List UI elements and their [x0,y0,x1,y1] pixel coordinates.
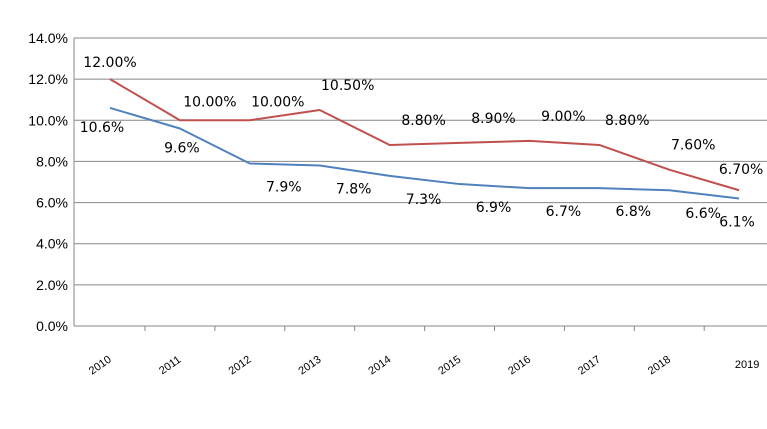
data-label: 6.7% [546,204,582,220]
data-label: 10.00% [251,94,304,110]
data-label: 8.80% [401,113,445,129]
series-line [109,106,740,200]
y-tick-label: 10.0% [28,112,68,128]
y-tick-label: 0.0% [36,318,68,334]
data-label: 10.50% [321,78,374,94]
data-label: 6.6% [685,206,721,222]
data-label: 6.70% [719,162,763,178]
x-tick-labels: 2010 2011 2012 2013 2014 2015 2016 2017 2018 2019 [87,354,760,378]
data-label: 6.8% [616,204,652,220]
data-labels: 12.00% 10.00% 10.00% 10.50% 8.80% 8.90% 9.00% 8… [80,55,764,230]
data-label: 7.8% [336,182,372,198]
y-tick-label: 6.0% [36,195,68,211]
y-tick-label: 14.0% [28,30,68,46]
y-tick-label: 4.0% [36,236,68,252]
series-lines [109,78,740,200]
x-tick-label: 2014 [366,354,393,378]
data-label: 12.00% [83,55,136,71]
axes [73,38,705,331]
y-tick-label: 12.0% [28,71,68,87]
data-label: 7.60% [671,138,715,154]
data-label: 10.00% [183,94,236,110]
x-tick-label: 2010 [87,354,114,378]
data-label: 7.9% [266,179,302,195]
data-label: 6.9% [476,200,512,216]
x-tick-label: 2018 [646,354,673,378]
data-label: 8.90% [471,111,515,127]
data-label: 9.00% [541,109,585,125]
y-tick-label: 8.0% [36,153,68,169]
x-tick-label: 2019 [735,359,759,371]
series-line [109,78,740,192]
data-label: 7.3% [406,192,442,208]
data-label: 10.6% [80,120,124,136]
grid-lines [74,37,767,327]
data-label: 8.80% [605,113,649,129]
y-tick-label: 2.0% [36,277,68,293]
data-label: 9.6% [164,141,200,157]
x-tick-label: 2013 [297,354,324,378]
x-tick-label: 2015 [436,354,463,378]
x-tick-label: 2016 [506,354,533,378]
y-tick-labels: 0.0% 2.0% 4.0% 6.0% 8.0% 10.0% 12.0% 14.0% [28,30,68,334]
x-tick-label: 2017 [576,354,603,378]
data-label: 6.1% [719,214,755,230]
x-tick-label: 2011 [157,354,183,377]
x-tick-label: 2012 [227,354,254,378]
